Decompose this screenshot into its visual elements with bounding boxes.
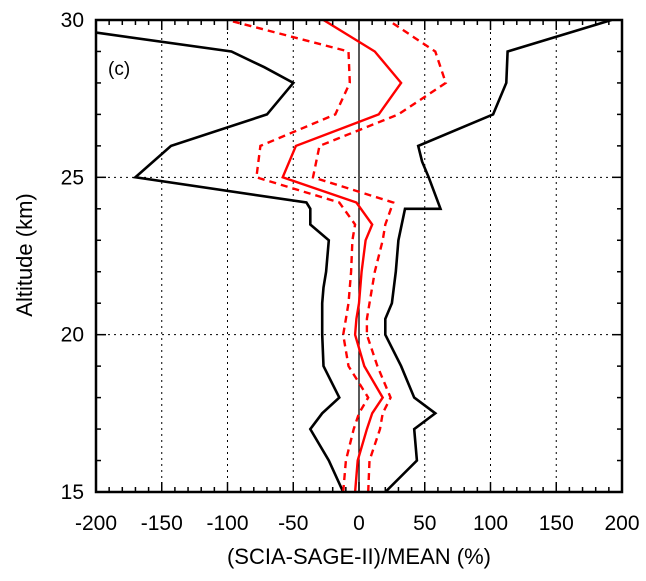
series-group [96, 20, 612, 492]
panel-label: (c) [108, 59, 130, 80]
x-tick-label: 150 [539, 512, 574, 535]
series-line-4 [227, 20, 370, 492]
series-line-5 [311, 20, 448, 492]
series-line-1 [96, 31, 345, 492]
y-tick-label: 30 [61, 9, 84, 32]
tick-label-layer: -200 -150 -100 -50 0 50 100 150 200 15 20 25 30 [61, 9, 640, 535]
series-line-3 [281, 20, 403, 492]
x-tick-label: -100 [206, 512, 248, 535]
x-tick-label: 0 [353, 512, 365, 535]
x-tick-label: 50 [413, 512, 436, 535]
y-tick-label: 20 [61, 324, 84, 347]
x-axis-label: (SCIA-SAGE-II)/MEAN (%) [227, 544, 491, 569]
x-tick-label: -200 [75, 512, 117, 535]
x-tick-label: -50 [278, 512, 308, 535]
y-tick-label: 15 [61, 481, 84, 504]
y-tick-label: 25 [61, 166, 84, 189]
x-tick-label: 100 [473, 512, 508, 535]
series-layer [96, 20, 612, 492]
y-axis-label: Altitude (km) [12, 193, 37, 316]
series-line-2 [383, 20, 612, 492]
x-tick-label: -150 [141, 512, 183, 535]
tick-layer [95, 19, 623, 493]
x-tick-label: 200 [604, 512, 639, 535]
